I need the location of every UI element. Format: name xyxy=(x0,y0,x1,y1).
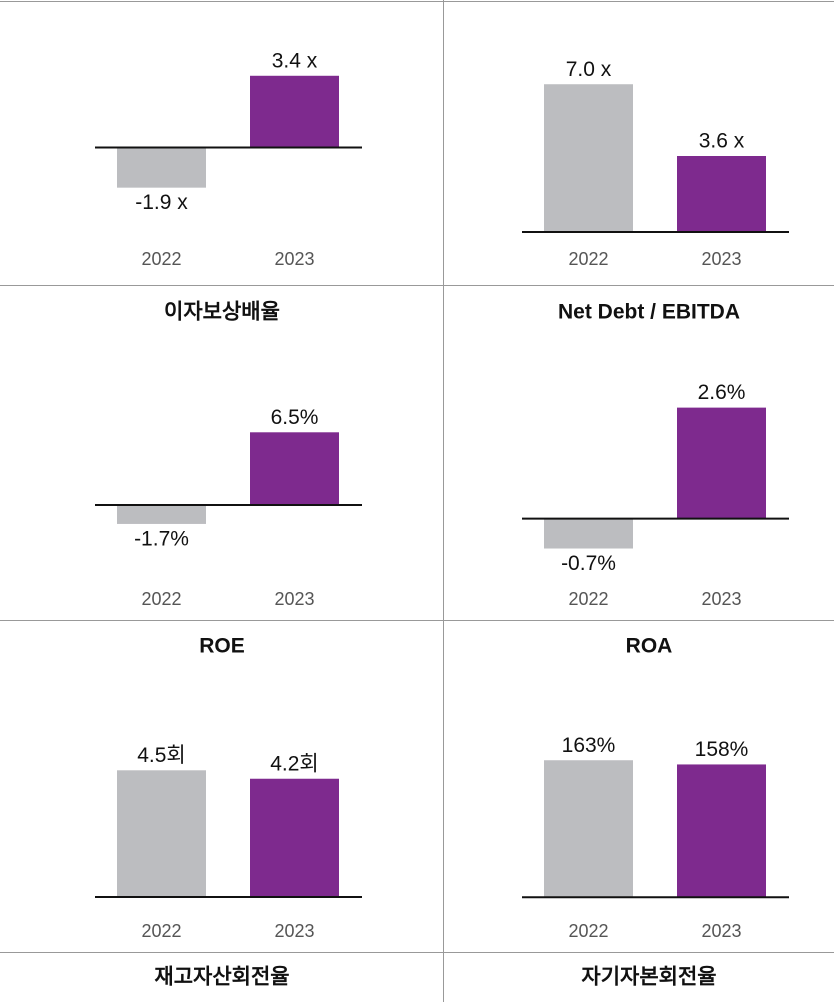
value-label: 2.6% xyxy=(698,381,746,404)
x-tick-label: 2022 xyxy=(141,921,181,941)
value-label: 7.0 x xyxy=(566,58,612,81)
x-tick-label: 2022 xyxy=(568,589,608,609)
chart-title: ROE xyxy=(199,635,245,658)
bar xyxy=(544,518,633,549)
x-tick-label: 2023 xyxy=(701,921,741,941)
x-tick-label: 2022 xyxy=(568,921,608,941)
bar xyxy=(250,778,339,897)
chart-title: ROA xyxy=(626,635,673,658)
x-tick-label: 2022 xyxy=(141,249,181,269)
value-label: 4.5회 xyxy=(137,744,186,767)
bar xyxy=(250,75,339,148)
bar xyxy=(677,407,766,519)
x-tick-label: 2023 xyxy=(701,589,741,609)
chart-title: 재고자산회전율 xyxy=(154,966,289,989)
bar xyxy=(544,84,633,232)
x-tick-label: 2022 xyxy=(568,249,608,269)
bar xyxy=(677,156,766,232)
value-label: -1.7% xyxy=(134,527,189,550)
x-tick-label: 2023 xyxy=(274,589,314,609)
value-label: 3.4 x xyxy=(272,49,318,72)
chart-title: 이자보상배율 xyxy=(164,301,280,324)
x-tick-label: 2022 xyxy=(141,589,181,609)
x-tick-label: 2023 xyxy=(701,249,741,269)
bar xyxy=(117,770,206,897)
value-label: 163% xyxy=(562,734,616,757)
bar xyxy=(677,764,766,898)
x-tick-label: 2023 xyxy=(274,921,314,941)
value-label: -0.7% xyxy=(561,552,616,575)
bar xyxy=(117,504,206,524)
value-label: 4.2회 xyxy=(270,752,319,775)
chart-title: 자기자본회전율 xyxy=(581,966,716,989)
x-tick-label: 2023 xyxy=(274,249,314,269)
value-label: 158% xyxy=(695,738,749,761)
value-label: -1.9 x xyxy=(135,191,188,214)
chart-title: Net Debt / EBITDA xyxy=(558,301,740,324)
bar xyxy=(544,760,633,898)
value-label: 6.5% xyxy=(271,406,319,429)
bar xyxy=(250,432,339,505)
bar xyxy=(117,147,206,188)
value-label: 3.6 x xyxy=(699,130,745,153)
